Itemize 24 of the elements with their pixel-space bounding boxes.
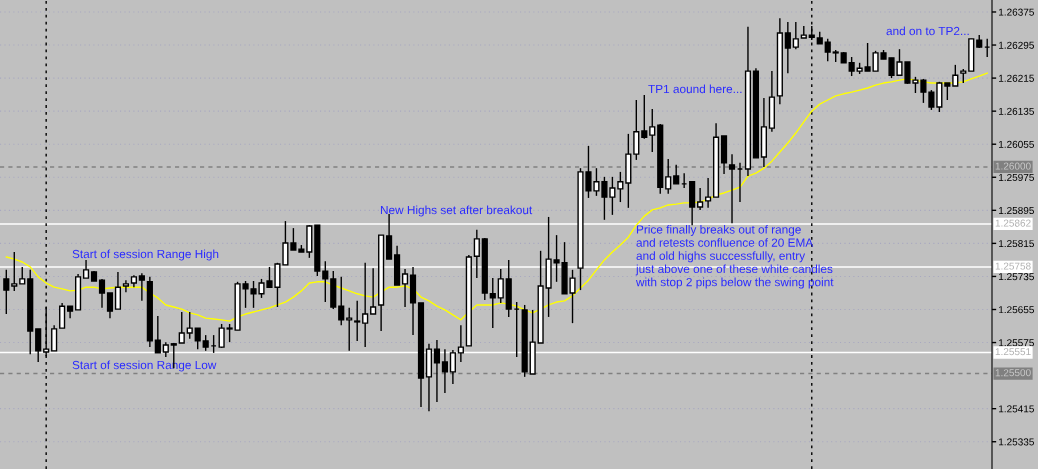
ref-line-label: 1.25862 (995, 219, 1031, 227)
annotation: and on to TP2... (886, 26, 969, 36)
y-tick-label: 1.26215 (999, 74, 1034, 82)
ref-line-label: 1.25500 (995, 369, 1031, 377)
y-tick-label: 1.25415 (999, 405, 1034, 413)
y-tick-label: 1.25815 (999, 240, 1034, 248)
annotation: TP1 aound here... (648, 84, 742, 94)
annotation: New Highs set after breakout (380, 205, 533, 217)
y-tick-label: 1.25655 (999, 306, 1034, 314)
y-tick-label: 1.26375 (999, 8, 1034, 16)
annotation: Price finally breaks out of range and retests confluence of 20 EMA and old highs successfully, entry just above one of these white candles with stop 2 pips below the swing point (635, 225, 834, 289)
y-tick-label: 1.25335 (999, 438, 1034, 446)
ref-line-label: 1.25758 (995, 262, 1031, 270)
y-tick-label: 1.26135 (999, 107, 1034, 115)
y-tick-label: 1.25575 (999, 339, 1034, 347)
ref-line-label: 1.26000 (995, 162, 1031, 170)
y-tick-label: 1.26295 (999, 41, 1034, 49)
y-tick-label: 1.25735 (999, 273, 1034, 281)
y-tick-label: 1.25895 (999, 206, 1034, 215)
y-tick-label: 1.25975 (999, 173, 1034, 181)
ref-line-label: 1.25551 (995, 348, 1031, 356)
annotation: Start of session Range High (72, 249, 219, 261)
y-tick-label: 1.26055 (999, 140, 1034, 148)
annotation: Start of session Range Low (72, 360, 217, 372)
